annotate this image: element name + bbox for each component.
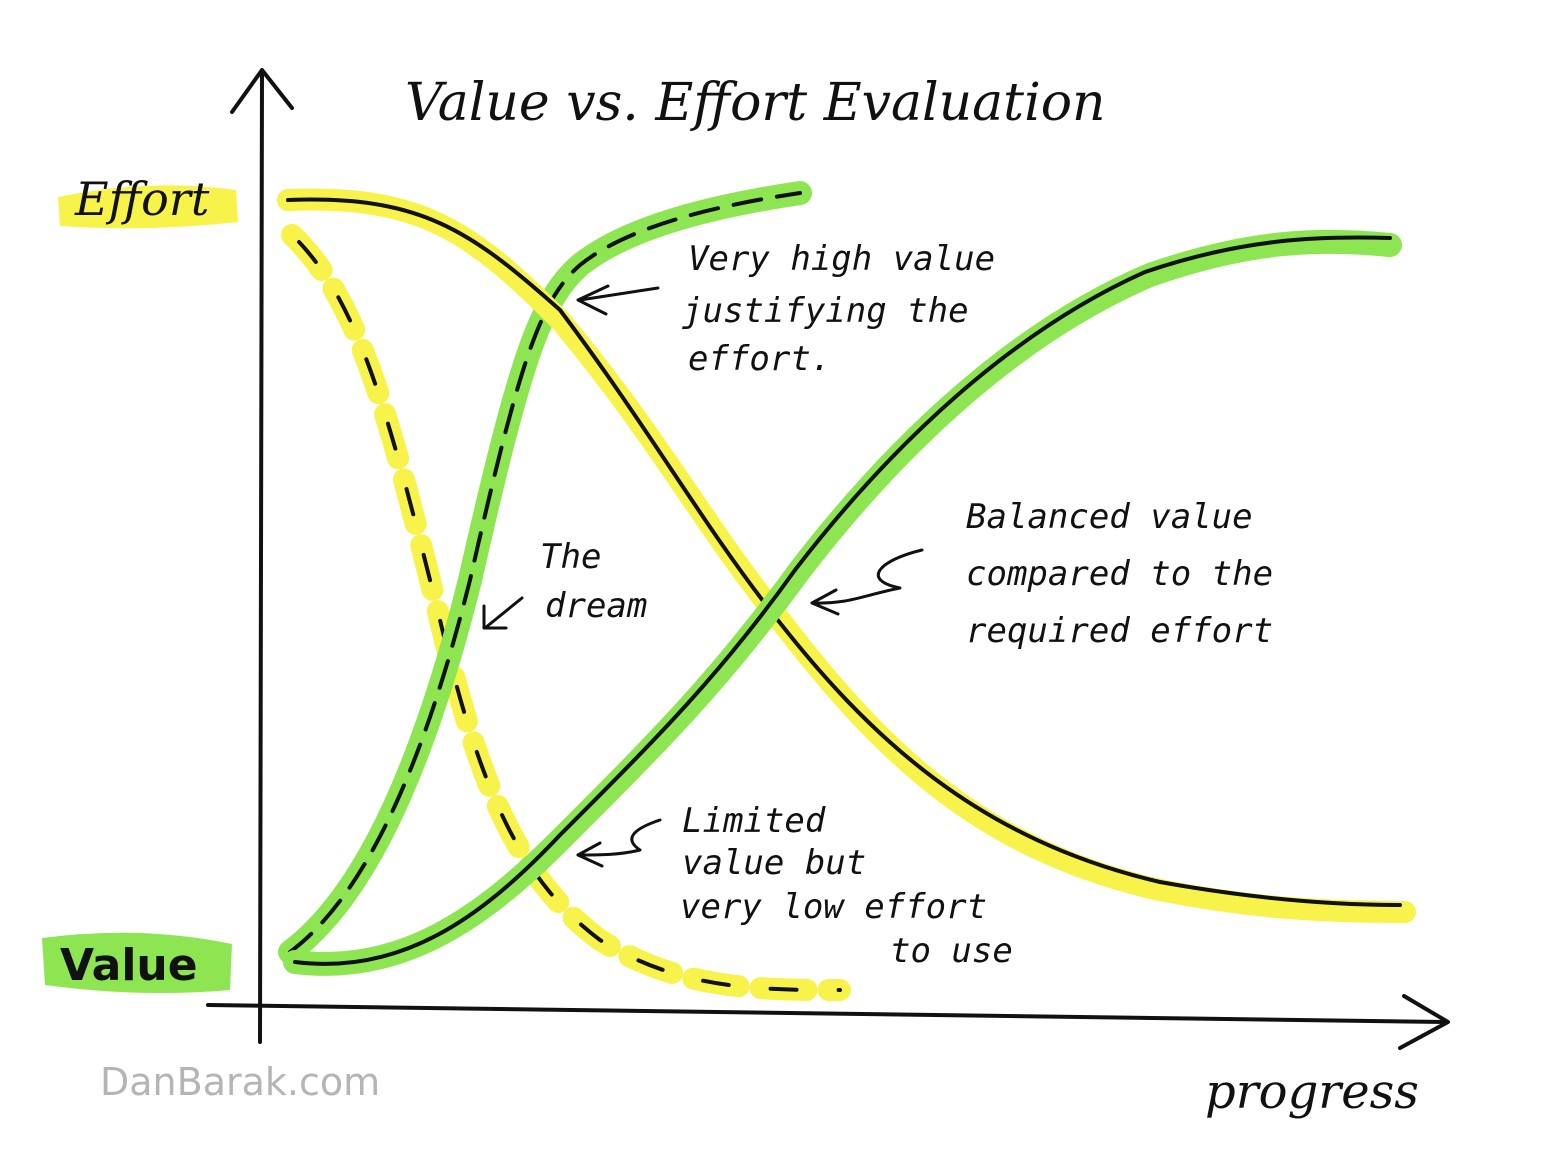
- dream-arrowhead: [482, 604, 508, 630]
- annotation-limited: Limited value but very low effort to use: [680, 801, 1013, 971]
- balanced-line-2: compared to the: [966, 554, 1273, 594]
- low-effort-curve-dashes: [290, 233, 842, 992]
- high-value-line-2: justifying the: [682, 291, 969, 331]
- y-axis-arrowhead: [230, 68, 294, 114]
- annotation-balanced: Balanced value compared to the required …: [966, 497, 1273, 651]
- high-value-arrowhead: [576, 284, 610, 316]
- dream-arrow: [483, 596, 524, 630]
- limited-arrow: [576, 818, 662, 857]
- effort-axis-label: Effort: [74, 172, 210, 226]
- balanced-arrow: [810, 548, 924, 605]
- low-effort-curve: [281, 224, 851, 1001]
- high-value-line-3: effort.: [688, 339, 831, 379]
- dream-value-curve: [278, 181, 812, 964]
- limited-line-4: to use: [890, 931, 1013, 971]
- value-highlight: [42, 932, 232, 994]
- x-axis-line: [206, 1003, 1447, 1024]
- value-axis-label: Value: [60, 940, 198, 991]
- limited-line-2: value but: [682, 843, 866, 883]
- annotation-high-value: Very high value justifying the effort.: [682, 239, 995, 379]
- annotation-arrows: [482, 284, 924, 868]
- dream-line-2: dream: [545, 586, 647, 626]
- annotation-dream: The dream: [540, 537, 647, 626]
- balanced-arrowhead: [810, 588, 840, 616]
- axes: [206, 68, 1450, 1050]
- limited-line-1: Limited: [682, 801, 826, 841]
- dream-line-1: The: [540, 537, 601, 577]
- limited-arrowhead: [576, 841, 604, 868]
- balanced-line-1: Balanced value: [966, 497, 1253, 537]
- limited-line-3: very low effort: [680, 887, 987, 927]
- diagram-title: Value vs. Effort Evaluation: [405, 73, 1106, 133]
- dream-value-curve-dashes: [288, 191, 802, 954]
- balanced-value-curve-line: [293, 235, 1392, 966]
- site-watermark: DanBarak.com: [100, 1060, 380, 1104]
- balanced-line-3: required effort: [966, 611, 1273, 651]
- high-value-line-1: Very high value: [688, 239, 995, 279]
- y-axis-line: [258, 70, 264, 1044]
- x-axis-arrowhead: [1398, 994, 1450, 1050]
- balanced-value-curve: [283, 229, 1402, 976]
- x-axis-label: progress: [1205, 1064, 1419, 1120]
- effort-highlight: [58, 185, 238, 229]
- high-value-arrow: [578, 286, 660, 302]
